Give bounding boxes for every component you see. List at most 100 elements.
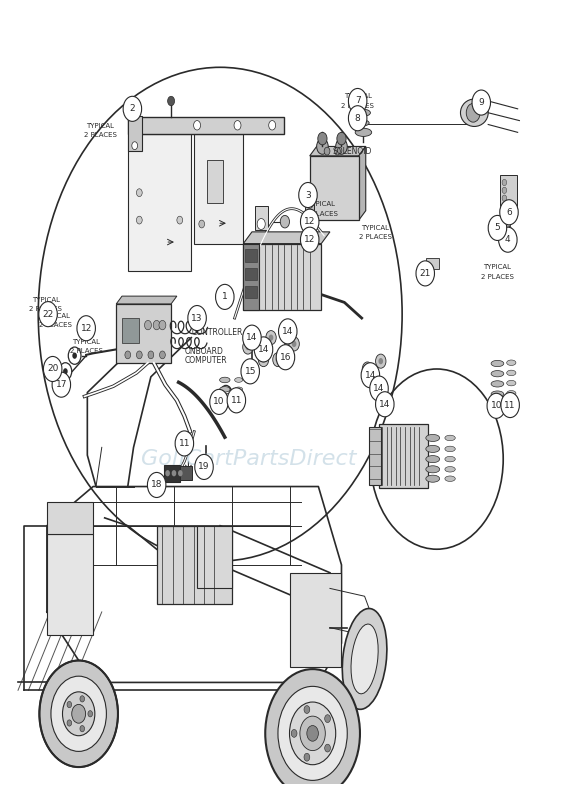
Circle shape <box>153 320 160 330</box>
Text: COMPUTER: COMPUTER <box>184 356 227 365</box>
Circle shape <box>349 89 367 114</box>
Text: 21: 21 <box>420 269 431 278</box>
Text: 14: 14 <box>365 371 376 380</box>
Circle shape <box>290 702 336 765</box>
Text: 8: 8 <box>355 114 361 122</box>
Circle shape <box>177 216 182 224</box>
Ellipse shape <box>507 381 516 386</box>
Text: 10: 10 <box>213 397 225 407</box>
Circle shape <box>80 696 85 702</box>
Ellipse shape <box>445 435 455 440</box>
Text: 12: 12 <box>304 236 316 244</box>
Circle shape <box>195 455 213 480</box>
Circle shape <box>336 139 347 155</box>
Bar <box>47 534 93 635</box>
Circle shape <box>193 121 200 130</box>
Circle shape <box>291 729 297 737</box>
Bar <box>47 502 93 534</box>
Text: 2 PLACES: 2 PLACES <box>39 322 72 328</box>
Text: 14: 14 <box>373 384 384 393</box>
Circle shape <box>307 725 318 741</box>
Text: TYPICAL: TYPICAL <box>483 264 511 270</box>
Text: SOLENOID: SOLENOID <box>333 147 372 155</box>
Ellipse shape <box>491 401 504 407</box>
Ellipse shape <box>351 624 378 694</box>
Circle shape <box>171 470 176 476</box>
Circle shape <box>502 179 507 185</box>
Text: 9: 9 <box>478 98 484 107</box>
Bar <box>369 427 381 485</box>
Text: 2 PLACES: 2 PLACES <box>358 235 391 240</box>
Circle shape <box>376 392 394 417</box>
Circle shape <box>148 473 166 498</box>
Bar <box>255 206 267 229</box>
Circle shape <box>503 216 509 224</box>
Circle shape <box>261 356 266 363</box>
Circle shape <box>258 352 269 367</box>
Circle shape <box>500 199 518 225</box>
Polygon shape <box>310 147 366 156</box>
Circle shape <box>501 392 519 418</box>
Bar <box>290 573 342 666</box>
Circle shape <box>301 209 319 234</box>
Circle shape <box>416 261 434 286</box>
Text: 10: 10 <box>490 401 502 411</box>
Circle shape <box>137 188 142 196</box>
Text: ONBOARD: ONBOARD <box>184 347 223 356</box>
Bar <box>245 286 256 298</box>
Text: 20: 20 <box>47 364 58 374</box>
Circle shape <box>502 187 507 193</box>
Circle shape <box>379 358 383 364</box>
Bar <box>128 134 191 271</box>
Circle shape <box>280 215 290 228</box>
Text: 19: 19 <box>198 462 210 472</box>
Ellipse shape <box>357 109 371 116</box>
Circle shape <box>67 720 72 726</box>
Circle shape <box>257 218 265 229</box>
Circle shape <box>67 702 72 708</box>
Text: TYPICAL: TYPICAL <box>72 338 100 345</box>
Circle shape <box>289 337 299 351</box>
Circle shape <box>215 284 234 309</box>
Text: 14: 14 <box>379 400 390 409</box>
Circle shape <box>52 372 71 397</box>
Circle shape <box>273 352 283 367</box>
Text: 16: 16 <box>280 352 291 362</box>
Circle shape <box>43 356 62 382</box>
Text: 18: 18 <box>151 480 162 490</box>
Circle shape <box>63 692 95 736</box>
Bar <box>180 466 192 480</box>
Circle shape <box>166 470 170 476</box>
Circle shape <box>325 714 331 722</box>
Ellipse shape <box>426 445 439 452</box>
Circle shape <box>51 676 107 751</box>
Circle shape <box>276 356 280 363</box>
Circle shape <box>488 215 507 240</box>
Text: 11: 11 <box>504 400 516 410</box>
Ellipse shape <box>426 466 439 473</box>
Bar <box>249 362 255 367</box>
Circle shape <box>376 354 386 368</box>
Polygon shape <box>116 296 177 304</box>
Ellipse shape <box>426 434 439 441</box>
Circle shape <box>160 351 166 359</box>
Ellipse shape <box>234 396 243 401</box>
Circle shape <box>241 359 259 384</box>
Circle shape <box>325 744 331 752</box>
Circle shape <box>132 142 138 150</box>
Ellipse shape <box>491 391 504 397</box>
Circle shape <box>337 133 346 145</box>
Ellipse shape <box>460 99 488 126</box>
Text: 3: 3 <box>305 191 311 199</box>
Text: 11: 11 <box>230 396 242 405</box>
Circle shape <box>276 345 295 370</box>
Circle shape <box>487 393 505 418</box>
Circle shape <box>502 195 507 201</box>
Circle shape <box>145 320 152 330</box>
Circle shape <box>148 351 154 359</box>
Circle shape <box>123 97 142 122</box>
Text: 17: 17 <box>56 380 67 389</box>
Circle shape <box>175 431 193 456</box>
Polygon shape <box>359 147 366 220</box>
Text: 7: 7 <box>355 97 361 105</box>
